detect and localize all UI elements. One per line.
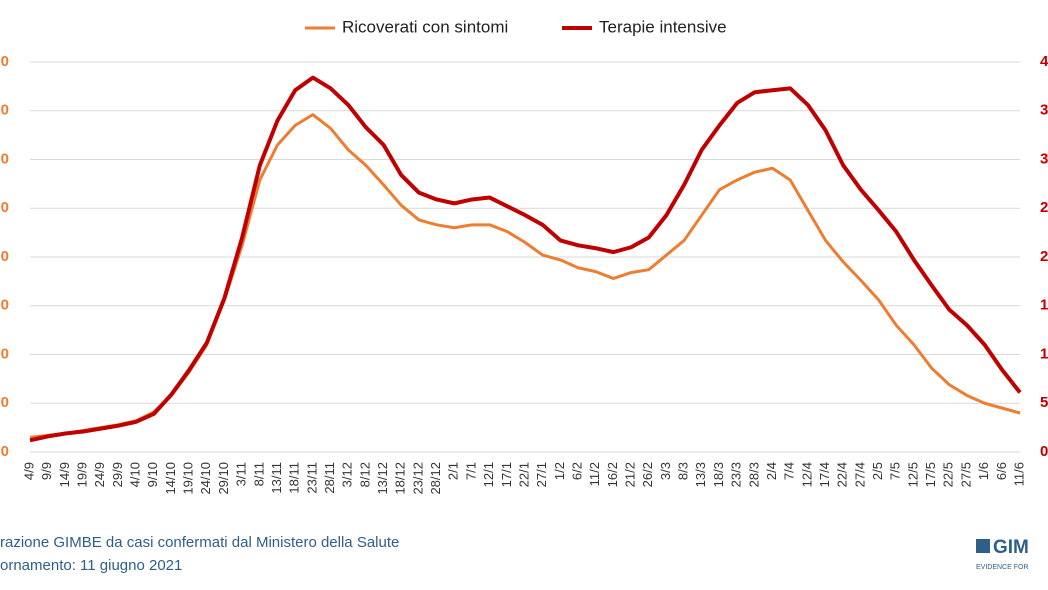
logo-tagline: EVIDENCE FOR (976, 564, 1029, 571)
x-tick-label: 19/9 (74, 462, 89, 487)
x-tick-label: 6/6 (994, 462, 1009, 480)
y-tick-label: 20000 (0, 248, 9, 265)
x-tick-label: 16/2 (605, 462, 620, 487)
y-tick-label: 30000 (0, 150, 9, 167)
y2-tick-label: 3500 (1040, 102, 1048, 119)
x-tick-label: 17/4 (817, 462, 832, 487)
x-tick-label: 3/12 (340, 462, 355, 487)
x-tick-label: 27/4 (852, 462, 867, 487)
x-tick-label: 8/11 (251, 462, 266, 486)
x-tick-label: 12/1 (481, 462, 496, 487)
x-tick-label: 2/1 (446, 462, 461, 480)
legend-label: Ricoverati con sintomi (342, 17, 508, 36)
y-tick-label: 35000 (0, 102, 9, 119)
y2-tick-label: 0 (1040, 443, 1048, 460)
x-tick-label: 9/10 (145, 462, 160, 487)
logo-icon (976, 539, 990, 553)
footer-date: ornamento: 11 giugno 2021 (0, 557, 182, 574)
x-tick-label: 13/12 (375, 462, 390, 495)
y2-tick-label: 1500 (1040, 297, 1048, 314)
x-tick-label: 27/5 (958, 462, 973, 487)
x-tick-label: 23/3 (729, 462, 744, 487)
x-tick-label: 23/11 (304, 462, 319, 494)
x-tick-label: 8/3 (676, 462, 691, 480)
y-tick-label: 40000 (0, 53, 9, 70)
x-tick-label: 6/2 (569, 462, 584, 480)
y2-tick-label: 3000 (1040, 150, 1048, 167)
logo-name: GIM (993, 537, 1029, 558)
x-tick-label: 22/5 (941, 462, 956, 487)
x-tick-label: 7/1 (463, 462, 478, 480)
series-line (29, 113, 1021, 439)
y-tick-label: 15000 (0, 297, 9, 314)
y2-tick-label: 500 (1040, 394, 1048, 411)
x-tick-label: 19/10 (181, 462, 196, 495)
y-tick-label: 0 (1, 443, 9, 460)
x-tick-label: 24/10 (198, 462, 213, 495)
legend-label: Terapie intensive (599, 17, 727, 36)
x-tick-label: 29/10 (216, 462, 231, 495)
x-tick-label: 26/2 (640, 462, 655, 487)
x-tick-label: 13/3 (693, 462, 708, 487)
x-tick-label: 17/1 (499, 462, 514, 487)
x-tick-label: 13/11 (269, 462, 284, 494)
x-tick-label: 4/9 (21, 462, 36, 480)
x-tick-label: 14/9 (57, 462, 72, 487)
footer-source: razione GIMBE da casi confermati dal Min… (0, 534, 399, 551)
x-tick-label: 7/5 (888, 462, 903, 480)
y2-tick-label: 1000 (1040, 345, 1048, 362)
x-tick-label: 18/12 (393, 462, 408, 495)
x-tick-label: 3/3 (658, 462, 673, 480)
y2-tick-label: 2500 (1040, 199, 1048, 216)
x-tick-label: 11/2 (587, 462, 602, 486)
x-tick-label: 14/10 (163, 462, 178, 495)
x-tick-label: 17/5 (923, 462, 938, 487)
x-tick-label: 23/12 (410, 462, 425, 495)
series-line (29, 75, 1022, 443)
x-tick-label: 4/10 (128, 462, 143, 487)
x-tick-label: 8/12 (357, 462, 372, 487)
x-tick-label: 27/1 (534, 462, 549, 487)
x-tick-label: 1/6 (976, 462, 991, 480)
x-tick-label: 2/4 (764, 462, 779, 480)
x-tick-label: 12/5 (905, 462, 920, 487)
x-tick-label: 3/11 (234, 462, 249, 486)
y2-tick-label: 4000 (1040, 53, 1048, 70)
x-tick-label: 24/9 (92, 462, 107, 487)
x-tick-label: 2/5 (870, 462, 885, 480)
y-tick-label: 5000 (0, 394, 9, 411)
x-tick-label: 18/3 (711, 462, 726, 487)
x-tick-label: 12/4 (799, 462, 814, 487)
x-tick-label: 1/2 (552, 462, 567, 480)
y-tick-label: 10000 (0, 345, 9, 362)
x-tick-label: 18/11 (287, 462, 302, 494)
x-tick-label: 7/4 (782, 462, 797, 480)
x-tick-label: 28/12 (428, 462, 443, 495)
x-tick-label: 21/2 (623, 462, 638, 487)
x-tick-label: 11/6 (1011, 462, 1026, 486)
y-tick-label: 25000 (0, 199, 9, 216)
x-tick-label: 22/1 (516, 462, 531, 487)
x-tick-label: 9/9 (39, 462, 54, 480)
x-tick-label: 29/9 (110, 462, 125, 487)
x-tick-label: 28/11 (322, 462, 337, 494)
y2-tick-label: 2000 (1040, 248, 1048, 265)
x-tick-label: 28/3 (746, 462, 761, 487)
x-tick-label: 22/4 (835, 462, 850, 487)
